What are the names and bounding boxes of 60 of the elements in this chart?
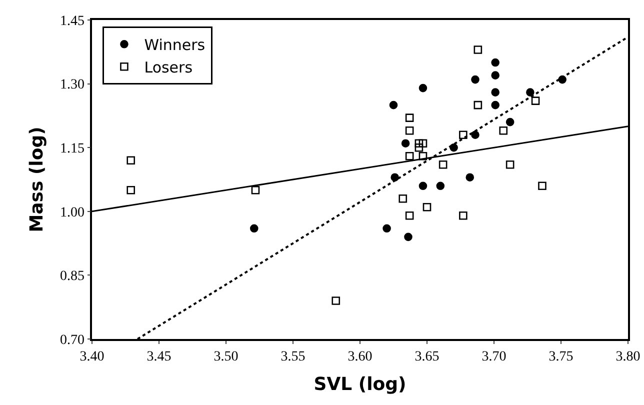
y-tick-label: 0.85 [60, 269, 84, 284]
y-tick-label: 1.45 [60, 14, 84, 29]
point [332, 296, 340, 305]
y-tick-label: 1.30 [60, 78, 84, 93]
point [398, 194, 408, 203]
x-tick-label: 3.50 [214, 350, 238, 365]
legend-label: Losers [144, 58, 193, 76]
point [126, 186, 136, 194]
point [538, 182, 546, 190]
point [450, 143, 458, 152]
x-tick-label: 3.75 [548, 350, 574, 365]
y-tick-label: 0.70 [60, 332, 84, 348]
legend-label: Winners [144, 36, 206, 54]
point [418, 139, 428, 148]
point [506, 160, 514, 169]
point [414, 143, 424, 152]
point [506, 118, 514, 126]
y-axis-title: Mass (log) [26, 126, 48, 232]
point [436, 182, 445, 190]
point [405, 114, 414, 122]
x-tick-label: 3.45 [146, 350, 172, 365]
point [471, 130, 480, 139]
point [438, 160, 448, 169]
point [126, 156, 136, 165]
y-tick-label: 1.00 [60, 205, 84, 220]
point [526, 88, 534, 96]
point [491, 88, 500, 96]
point [491, 71, 500, 80]
point [405, 212, 414, 220]
point [405, 152, 414, 160]
point [459, 212, 468, 220]
point [499, 126, 508, 135]
point [405, 126, 414, 135]
point [389, 100, 398, 110]
point [474, 100, 482, 110]
point [491, 100, 500, 110]
point [251, 186, 260, 194]
x-axis-title: SVL (log) [314, 374, 406, 396]
y-tick-label: 1.15 [60, 142, 84, 156]
point [418, 182, 428, 190]
point [491, 58, 500, 67]
x-tick-label: 3.70 [482, 350, 506, 365]
point [459, 130, 468, 139]
point [418, 152, 428, 160]
point [404, 232, 412, 242]
point [531, 96, 540, 105]
point [250, 224, 258, 233]
x-tick-label: 3.40 [80, 350, 104, 365]
point [414, 139, 424, 148]
point [471, 75, 480, 84]
point [422, 203, 432, 212]
x-tick-label: 3.55 [280, 350, 306, 365]
x-tick-label: 3.65 [414, 350, 440, 365]
x-tick-label: 3.60 [348, 350, 372, 365]
point [474, 46, 482, 54]
x-tick-label: 3.80 [616, 350, 640, 365]
point [418, 84, 428, 92]
point [382, 224, 391, 233]
point [401, 139, 410, 148]
point [466, 173, 474, 182]
